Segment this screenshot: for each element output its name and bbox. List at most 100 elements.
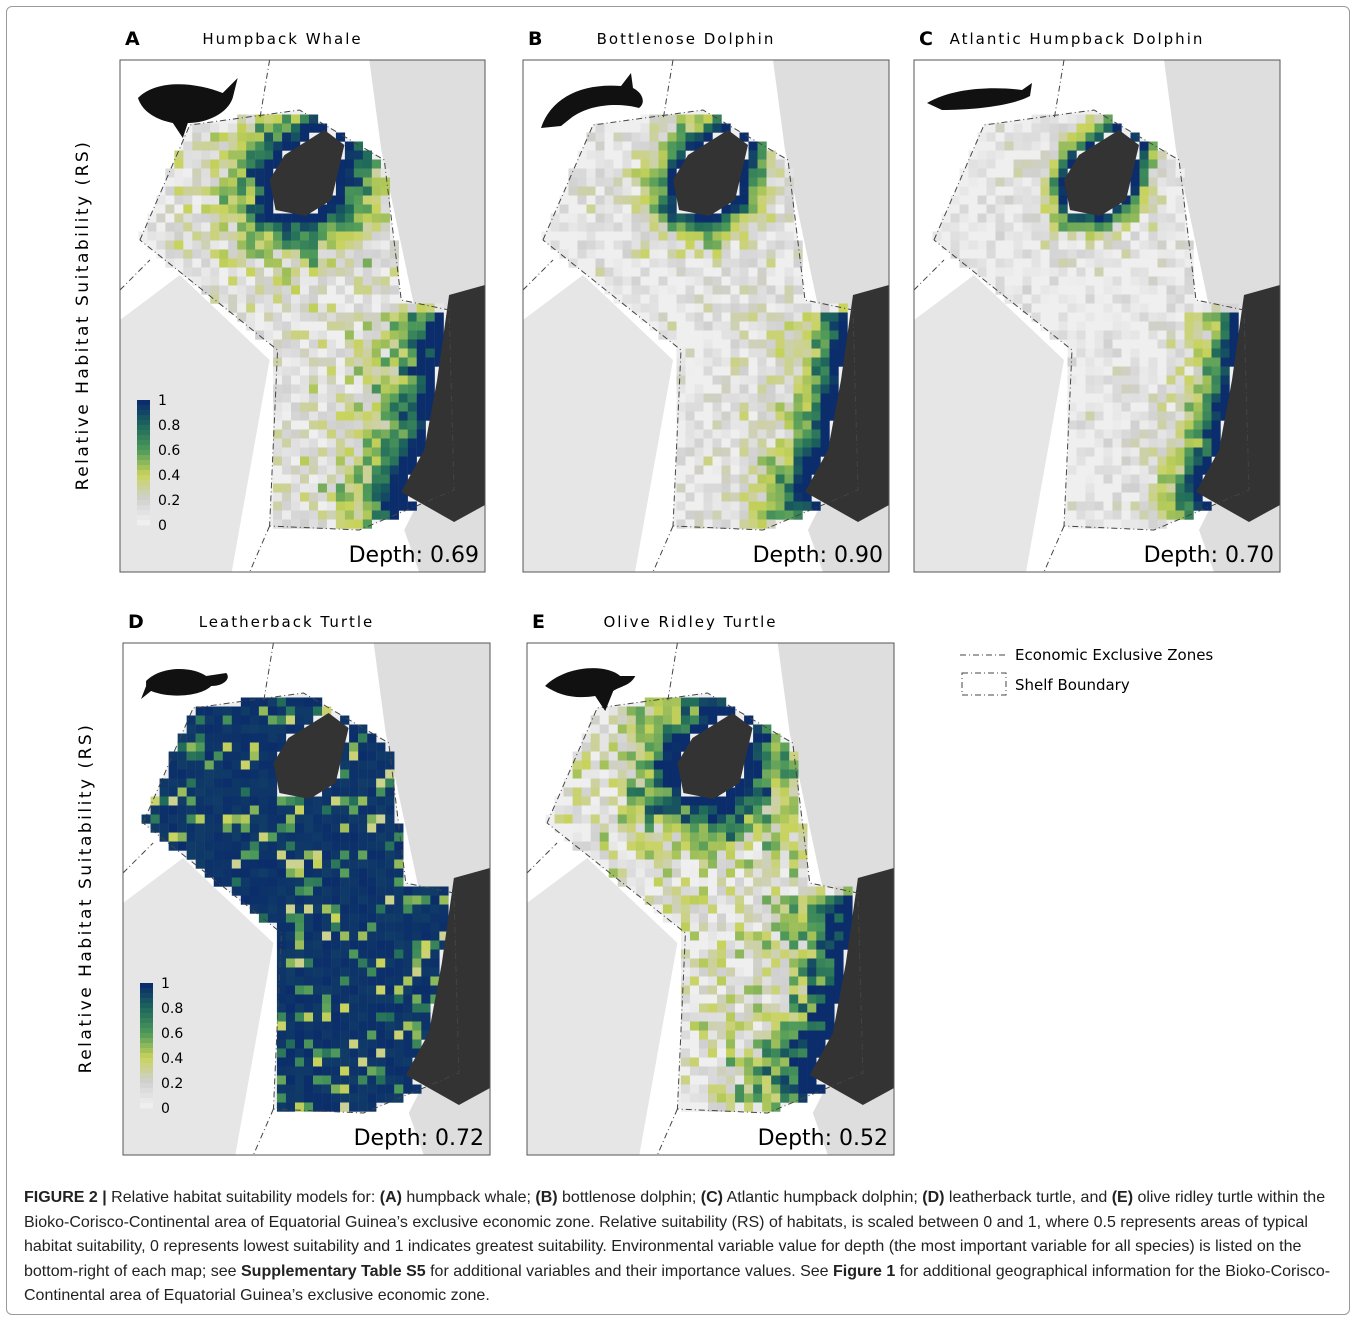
suitability-cell bbox=[690, 1058, 699, 1067]
suitability-cell bbox=[268, 851, 277, 860]
suitability-cell bbox=[636, 869, 645, 878]
suitability-cell bbox=[605, 160, 614, 169]
suitability-cell bbox=[1131, 241, 1140, 250]
suitability-cell bbox=[309, 475, 318, 484]
suitability-cell bbox=[381, 448, 390, 457]
suitability-cell bbox=[1122, 331, 1131, 340]
suitability-cell bbox=[183, 133, 192, 142]
suitability-cell bbox=[205, 761, 214, 770]
suitability-cell bbox=[412, 977, 421, 986]
suitability-cell bbox=[178, 752, 187, 761]
suitability-cell bbox=[987, 160, 996, 169]
suitability-cell bbox=[156, 214, 165, 223]
suitability-cell bbox=[609, 761, 618, 770]
suitability-cell bbox=[749, 322, 758, 331]
suitability-cell bbox=[614, 277, 623, 286]
suitability-cell bbox=[726, 941, 735, 950]
suitability-cell bbox=[439, 887, 448, 896]
suitability-cell bbox=[439, 905, 448, 914]
suitability-cell bbox=[681, 968, 690, 977]
suitability-cell bbox=[318, 286, 327, 295]
suitability-cell bbox=[318, 331, 327, 340]
suitability-cell bbox=[672, 869, 681, 878]
suitability-cell bbox=[192, 169, 201, 178]
suitability-cell bbox=[735, 869, 744, 878]
suitability-cell bbox=[699, 932, 708, 941]
suitability-cell bbox=[372, 205, 381, 214]
suitability-cell bbox=[300, 349, 309, 358]
suitability-cell bbox=[219, 295, 228, 304]
suitability-cell bbox=[654, 797, 663, 806]
suitability-cell bbox=[327, 520, 336, 529]
suitability-cell bbox=[785, 331, 794, 340]
suitability-cell bbox=[740, 277, 749, 286]
suitability-cell bbox=[264, 241, 273, 250]
suitability-cell bbox=[767, 214, 776, 223]
suitability-cell bbox=[686, 448, 695, 457]
suitability-cell bbox=[1086, 349, 1095, 358]
caption-text: FIGURE 2 | bbox=[24, 1189, 107, 1206]
suitability-cell bbox=[762, 1013, 771, 1022]
suitability-cell bbox=[309, 331, 318, 340]
suitability-cell bbox=[614, 259, 623, 268]
suitability-cell bbox=[708, 887, 717, 896]
suitability-cell bbox=[1185, 430, 1194, 439]
suitability-cell bbox=[196, 752, 205, 761]
suitability-cell bbox=[1095, 241, 1104, 250]
suitability-cell bbox=[169, 842, 178, 851]
suitability-cell bbox=[951, 214, 960, 223]
suitability-cell bbox=[358, 914, 367, 923]
suitability-cell bbox=[767, 232, 776, 241]
suitability-cell bbox=[1041, 313, 1050, 322]
suitability-cell bbox=[659, 304, 668, 313]
suitability-cell bbox=[735, 878, 744, 887]
suitability-cell bbox=[1068, 448, 1077, 457]
suitability-cell bbox=[636, 725, 645, 734]
suitability-cell bbox=[1176, 214, 1185, 223]
suitability-cell bbox=[722, 466, 731, 475]
suitability-cell bbox=[749, 169, 758, 178]
suitability-cell bbox=[340, 896, 349, 905]
suitability-cell bbox=[1176, 376, 1185, 385]
suitability-cell bbox=[1176, 493, 1185, 502]
suitability-cell bbox=[767, 502, 776, 511]
suitability-cell bbox=[160, 788, 169, 797]
suitability-cell bbox=[331, 986, 340, 995]
suitability-cell bbox=[825, 959, 834, 968]
suitability-cell bbox=[264, 160, 273, 169]
suitability-cell bbox=[717, 905, 726, 914]
suitability-cell bbox=[345, 367, 354, 376]
suitability-cell bbox=[354, 196, 363, 205]
suitability-cell bbox=[731, 457, 740, 466]
suitability-cell bbox=[304, 707, 313, 716]
suitability-cell bbox=[327, 421, 336, 430]
suitability-cell bbox=[695, 124, 704, 133]
suitability-cell bbox=[318, 457, 327, 466]
suitability-cell bbox=[1176, 349, 1185, 358]
suitability-cell bbox=[762, 1058, 771, 1067]
suitability-cell bbox=[219, 133, 228, 142]
suitability-cell bbox=[264, 286, 273, 295]
suitability-cell bbox=[291, 349, 300, 358]
suitability-cell bbox=[780, 806, 789, 815]
colorbar-step bbox=[140, 1093, 153, 1099]
suitability-cell bbox=[641, 151, 650, 160]
suitability-cell bbox=[232, 797, 241, 806]
suitability-cell bbox=[178, 824, 187, 833]
suitability-cell bbox=[336, 511, 345, 520]
suitability-cell bbox=[663, 761, 672, 770]
suitability-cell bbox=[228, 124, 237, 133]
suitability-cell bbox=[304, 959, 313, 968]
colorbar-step bbox=[137, 505, 150, 511]
suitability-cell bbox=[385, 941, 394, 950]
suitability-cell bbox=[785, 448, 794, 457]
suitability-cell bbox=[996, 133, 1005, 142]
suitability-cell bbox=[376, 779, 385, 788]
suitability-cell bbox=[385, 860, 394, 869]
suitability-cell bbox=[1077, 304, 1086, 313]
suitability-cell bbox=[349, 959, 358, 968]
suitability-cell bbox=[960, 241, 969, 250]
suitability-cell bbox=[174, 250, 183, 259]
suitability-cell bbox=[731, 421, 740, 430]
suitability-cell bbox=[363, 187, 372, 196]
